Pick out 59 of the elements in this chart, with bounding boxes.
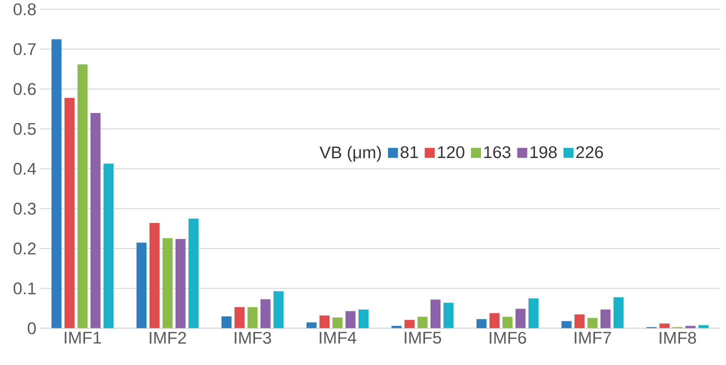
x-tick-label: IMF6 (490, 332, 526, 344)
legend-title: VB (μm) (320, 146, 381, 162)
y-tick-label: 0.7 (14, 43, 36, 56)
bar (404, 320, 414, 328)
y-tick-label: 0.1 (14, 282, 36, 294)
bar (176, 238, 186, 328)
bar (274, 291, 284, 328)
x-tick-label: IMF8 (660, 332, 696, 344)
bar (150, 222, 160, 328)
x-tick-label: IMF5 (404, 332, 442, 344)
bar (320, 315, 330, 328)
bar (104, 163, 114, 328)
y-tick-label: 0.2 (14, 242, 36, 254)
bar (90, 112, 101, 328)
bar (430, 299, 440, 328)
bar (64, 98, 75, 328)
bar (358, 309, 368, 328)
bar (234, 307, 245, 328)
y-tick-label: 0.6 (14, 82, 36, 95)
y-tick-label: 0.8 (14, 3, 36, 16)
y-tick-label: 0.5 (14, 122, 36, 135)
bar (600, 309, 610, 328)
bar (613, 297, 624, 328)
y-tick-label: 0.3 (14, 202, 36, 215)
bar (162, 238, 173, 328)
x-tick-label: IMF2 (150, 332, 186, 344)
bar (332, 317, 342, 328)
x-tick-label: IMF7 (574, 332, 611, 344)
bar (528, 298, 538, 328)
bar (188, 218, 199, 328)
bar (659, 323, 670, 328)
y-tick-label: 0 (28, 322, 36, 334)
bar (489, 313, 500, 328)
bar (476, 318, 486, 328)
bar (574, 314, 584, 328)
bar (698, 324, 708, 328)
bar (222, 316, 232, 328)
y-tick-label: 0.4 (14, 162, 36, 175)
bar (587, 318, 598, 328)
bar (502, 316, 512, 328)
legend-label: 163 (484, 146, 510, 158)
bar (52, 39, 62, 328)
bar (516, 308, 526, 328)
x-tick-label: IMF1 (64, 332, 101, 344)
bar (418, 316, 428, 328)
legend-label: 226 (576, 146, 603, 158)
bar (248, 307, 258, 328)
bar (346, 311, 356, 328)
legend-label: 81 (400, 146, 418, 158)
bar (260, 299, 271, 328)
bar (561, 320, 572, 328)
x-tick-label: IMF4 (320, 332, 356, 344)
bar (78, 64, 88, 328)
bar (306, 322, 316, 328)
legend-label: 198 (530, 146, 557, 158)
legend-label: 120 (438, 146, 464, 158)
bar (136, 242, 147, 328)
x-tick-label: IMF3 (234, 332, 272, 344)
bar (443, 302, 454, 328)
